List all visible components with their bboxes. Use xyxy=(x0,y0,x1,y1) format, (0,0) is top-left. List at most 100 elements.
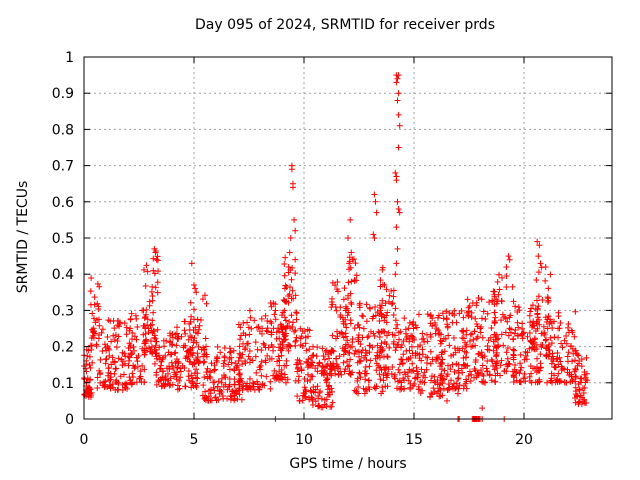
data-point xyxy=(500,342,507,349)
data-point xyxy=(97,370,104,377)
data-point xyxy=(493,352,500,359)
data-point xyxy=(282,282,289,289)
data-point xyxy=(495,335,502,342)
data-point xyxy=(154,279,161,286)
data-point xyxy=(149,297,156,304)
data-point xyxy=(257,366,264,373)
data-point xyxy=(450,335,457,342)
data-point xyxy=(285,341,292,348)
data-point xyxy=(342,303,349,310)
data-point xyxy=(531,339,538,346)
data-point xyxy=(239,361,246,368)
data-point xyxy=(466,338,473,345)
data-point xyxy=(462,362,469,369)
data-point xyxy=(363,356,370,363)
data-point xyxy=(143,262,150,269)
data-point xyxy=(198,346,205,353)
data-point xyxy=(272,307,279,314)
data-point xyxy=(449,383,456,390)
data-point xyxy=(356,369,363,376)
data-point xyxy=(372,312,379,319)
data-point xyxy=(151,328,158,335)
data-point xyxy=(405,369,412,376)
data-point xyxy=(462,339,469,346)
data-point xyxy=(403,347,410,354)
data-point xyxy=(494,298,501,305)
data-point xyxy=(412,350,419,357)
data-point xyxy=(251,386,258,393)
data-point xyxy=(546,316,553,323)
data-point xyxy=(195,359,202,366)
data-point xyxy=(207,390,214,397)
data-point xyxy=(484,343,491,350)
data-point xyxy=(506,256,513,263)
data-point xyxy=(188,260,195,267)
data-point xyxy=(287,235,294,241)
data-point xyxy=(292,256,299,263)
data-point xyxy=(517,367,524,374)
data-point xyxy=(103,355,110,362)
data-point xyxy=(294,365,301,372)
data-point xyxy=(559,344,566,351)
data-point xyxy=(510,298,517,305)
data-point xyxy=(292,292,299,299)
data-point xyxy=(472,315,479,322)
data-point xyxy=(360,313,367,320)
data-point xyxy=(273,375,280,382)
data-point xyxy=(376,317,383,324)
data-point xyxy=(232,387,239,394)
data-point xyxy=(433,390,440,397)
data-point xyxy=(312,365,319,372)
data-point xyxy=(177,368,184,375)
data-point xyxy=(144,268,151,275)
data-point xyxy=(348,301,355,308)
data-point xyxy=(307,376,314,383)
data-point xyxy=(332,304,339,311)
data-point xyxy=(281,314,288,321)
data-point xyxy=(260,340,267,347)
data-point xyxy=(288,295,295,302)
data-point xyxy=(474,372,481,379)
data-point xyxy=(131,365,138,372)
data-point xyxy=(268,303,275,310)
data-point xyxy=(96,283,103,290)
data-point xyxy=(351,277,358,284)
data-point xyxy=(275,353,282,360)
data-point xyxy=(161,343,168,350)
data-point xyxy=(526,312,533,319)
data-point xyxy=(440,315,447,322)
data-point xyxy=(555,313,562,320)
data-point xyxy=(110,332,117,339)
data-point xyxy=(258,315,265,322)
data-point xyxy=(445,362,452,369)
data-point xyxy=(142,314,149,321)
data-point xyxy=(268,329,275,336)
data-point xyxy=(305,371,312,378)
data-point xyxy=(354,375,361,382)
data-point xyxy=(100,378,107,385)
data-point xyxy=(397,386,404,393)
data-point xyxy=(330,360,337,367)
data-point xyxy=(505,253,512,260)
data-point xyxy=(297,325,304,332)
data-points xyxy=(81,72,591,422)
data-point xyxy=(279,341,286,348)
data-point xyxy=(557,320,564,327)
data-point xyxy=(394,385,401,392)
data-point xyxy=(155,352,162,359)
data-point xyxy=(108,374,115,381)
data-point xyxy=(394,198,401,205)
data-point xyxy=(415,311,422,318)
data-point xyxy=(437,331,444,338)
data-point xyxy=(558,378,565,385)
data-point xyxy=(418,357,425,364)
data-point xyxy=(401,369,408,376)
data-point xyxy=(502,315,509,322)
data-point xyxy=(343,324,350,331)
data-point xyxy=(113,344,120,351)
data-point xyxy=(392,347,399,354)
data-point xyxy=(211,366,218,373)
data-point xyxy=(557,358,564,365)
data-point xyxy=(519,332,526,339)
data-point xyxy=(105,317,112,324)
